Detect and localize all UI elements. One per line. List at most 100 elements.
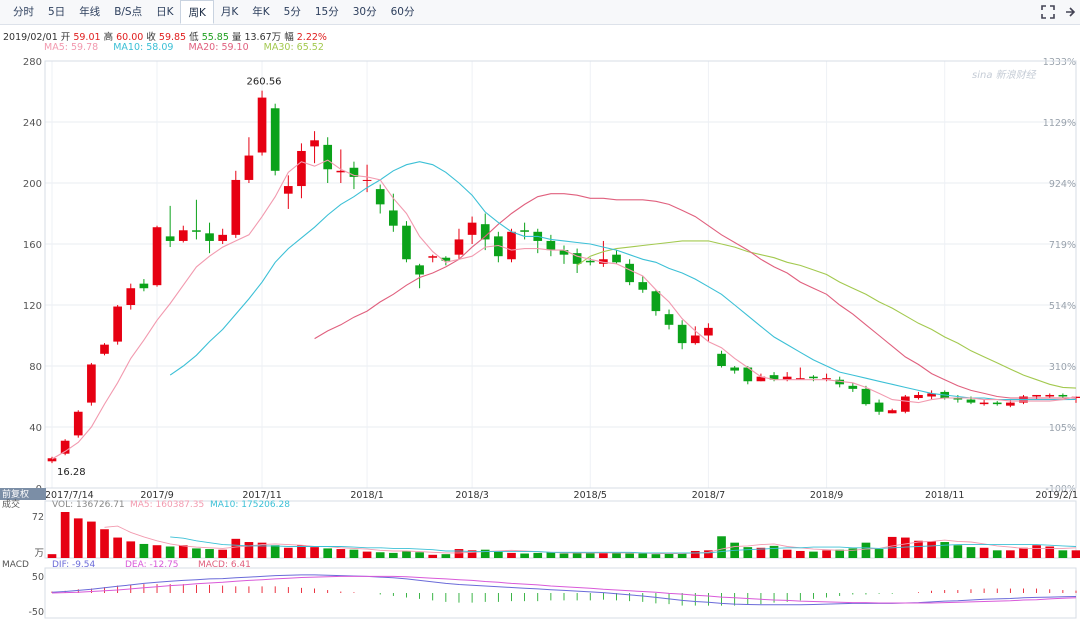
- candle-body: [283, 186, 293, 194]
- candle-body: [874, 402, 884, 412]
- arrow-icon[interactable]: [1060, 2, 1080, 22]
- y-tick-label: 200: [23, 179, 42, 190]
- volume-bar: [795, 550, 805, 558]
- candle-body: [795, 378, 805, 380]
- volume-bar: [205, 549, 214, 558]
- candle-body: [494, 236, 503, 257]
- ma-legend: MA5: 59.78 MA10: 58.09 MA20: 59.10 MA30:…: [44, 42, 336, 53]
- tab-7[interactable]: 年K: [252, 6, 270, 18]
- candle-body: [100, 344, 109, 354]
- candle-body: [690, 335, 700, 344]
- volume-bar: [139, 543, 149, 558]
- volume-bar: [704, 550, 713, 558]
- volume-bar: [599, 552, 608, 558]
- ma5-line: [51, 159, 1077, 460]
- candle-body: [336, 170, 346, 173]
- tab-11[interactable]: 60分: [390, 6, 415, 18]
- info-close: 59.85: [158, 32, 187, 43]
- period-toolbar: 分时 5日 年线 B/S点 日K 周K 月K 年K 5分 15分 30分 60分: [0, 0, 1080, 25]
- candle-body: [244, 155, 254, 180]
- candle-body: [47, 458, 57, 462]
- tab-4[interactable]: 日K: [156, 6, 174, 18]
- candle-body: [270, 108, 280, 171]
- restore-badge: [0, 488, 46, 500]
- pct-tick-label: 105%: [1049, 423, 1076, 434]
- volume-bar: [546, 552, 556, 558]
- tab-0[interactable]: 分时: [13, 6, 34, 18]
- volume-bar: [743, 547, 753, 558]
- candle-body: [362, 179, 372, 181]
- volume-bar: [966, 547, 976, 558]
- macd-dea-line: [51, 575, 1077, 604]
- candle-body: [310, 140, 319, 147]
- candle-body: [178, 230, 188, 241]
- candle-body: [809, 376, 818, 379]
- ma10-line: [169, 161, 1077, 401]
- volume-bar: [874, 549, 884, 558]
- pct-tick-label: 310%: [1049, 362, 1076, 373]
- x-tick-label: 2018/11: [925, 490, 964, 501]
- volume-bar: [901, 537, 910, 558]
- candle-body: [297, 150, 306, 187]
- tab-3[interactable]: B/S点: [114, 6, 143, 18]
- tab-5[interactable]: 周K: [180, 0, 214, 24]
- candle-body: [231, 179, 241, 235]
- candle-body: [572, 253, 582, 264]
- candle-body: [625, 263, 634, 283]
- candle-body: [349, 167, 359, 177]
- volume-bar: [651, 554, 661, 558]
- candle-body: [60, 440, 70, 454]
- volume-bar: [60, 512, 70, 558]
- candle-body: [966, 399, 976, 403]
- tab-2[interactable]: 年线: [79, 6, 101, 18]
- candle-body: [546, 240, 556, 251]
- candle-body: [887, 410, 897, 414]
- candle-body: [152, 227, 162, 286]
- volume-bar: [822, 550, 831, 558]
- y-tick-label: 80: [29, 362, 42, 373]
- tab-9[interactable]: 15分: [314, 6, 339, 18]
- legend-ma10: MA10: 58.09: [113, 42, 174, 53]
- volume-bar: [690, 550, 700, 558]
- candle-body: [822, 378, 831, 380]
- volume-bar: [1045, 546, 1055, 558]
- candle-body: [165, 236, 175, 241]
- candle-body: [323, 144, 333, 170]
- candle-body: [87, 364, 96, 403]
- legend-ma5: MA5: 59.78: [44, 42, 99, 53]
- volume-bar: [769, 545, 779, 558]
- volume-bar: [914, 540, 923, 558]
- volume-bar: [349, 549, 359, 558]
- candle-body: [769, 375, 779, 380]
- tab-10[interactable]: 30分: [352, 6, 377, 18]
- candle-body: [599, 259, 608, 264]
- info-open: 59.01: [73, 32, 101, 43]
- y-tick-label: 240: [23, 118, 42, 129]
- volume-bar: [1006, 550, 1015, 558]
- volume-bar: [848, 548, 858, 558]
- tab-6[interactable]: 月K: [220, 6, 239, 18]
- volume-title: 成交: [2, 498, 20, 510]
- volume-bar: [1071, 550, 1080, 558]
- candle-body: [1006, 402, 1015, 406]
- x-tick-label: 2017/9: [140, 490, 173, 501]
- tab-8[interactable]: 5分: [283, 6, 301, 18]
- volume-bar: [940, 542, 950, 558]
- candle-body: [1058, 394, 1068, 397]
- tab-1[interactable]: 5日: [48, 6, 66, 18]
- macd-dif-label: DIF: -9.54: [52, 560, 96, 570]
- info-open-label: 开: [60, 32, 71, 43]
- candle-body: [730, 367, 739, 371]
- period-tabs: 分时 5日 年线 B/S点 日K 周K 月K 年K 5分 15分 30分 60分: [6, 0, 421, 24]
- candle-body: [664, 314, 674, 325]
- volume-bar: [585, 552, 595, 558]
- volume-bar: [507, 552, 516, 558]
- volume-bar: [297, 545, 306, 558]
- pct-tick-label: 1333%: [1043, 57, 1076, 68]
- candle-body: [1032, 394, 1041, 397]
- fullscreen-icon[interactable]: [1038, 2, 1058, 22]
- ma20-line: [314, 193, 1077, 399]
- main-frame: [44, 60, 1077, 489]
- volume-bar: [441, 554, 451, 558]
